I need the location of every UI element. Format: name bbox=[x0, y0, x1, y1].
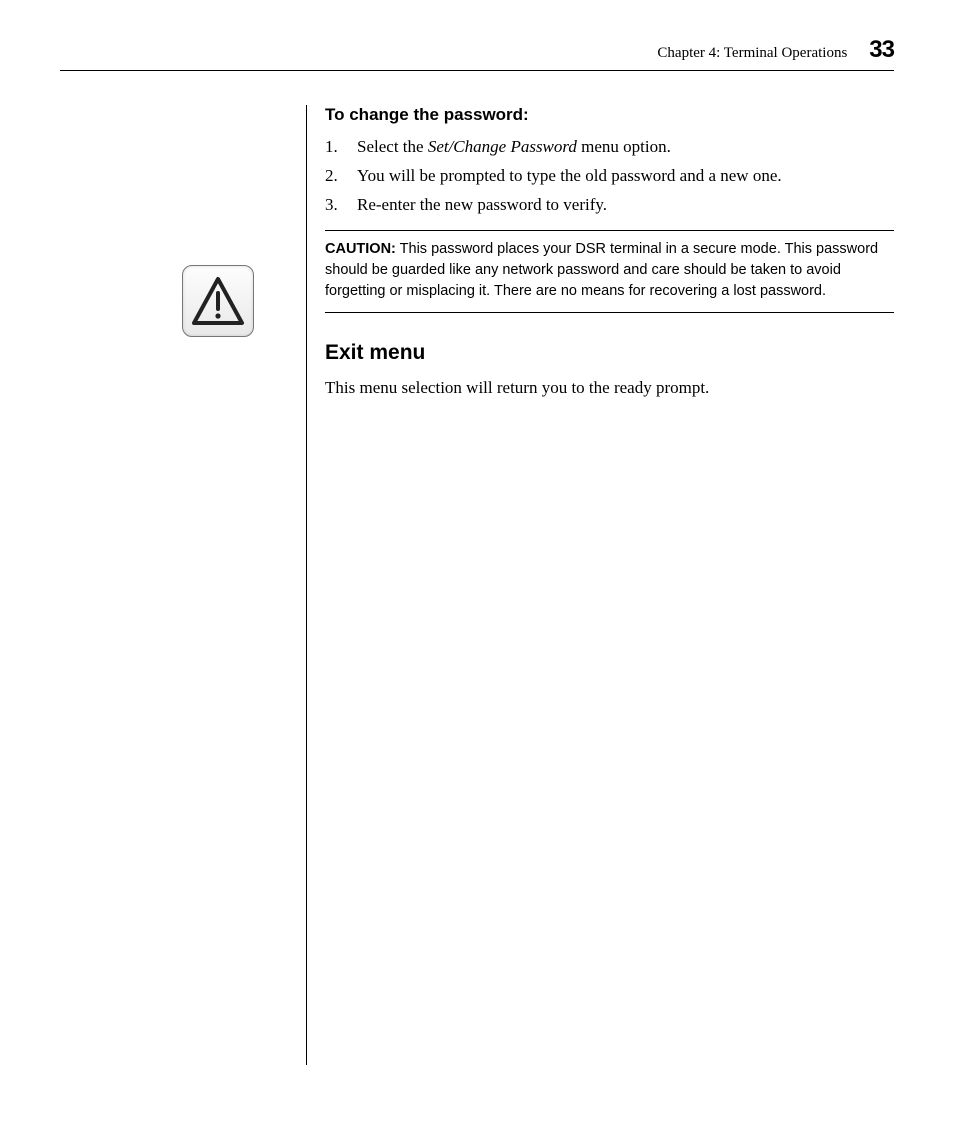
page-number: 33 bbox=[869, 36, 894, 64]
text-pre: You will be prompted to type the old pas… bbox=[357, 166, 782, 185]
list-text: Select the Set/Change Password menu opti… bbox=[357, 133, 894, 162]
list-text: Re-enter the new password to verify. bbox=[357, 191, 894, 220]
ordered-list-change-password: 1. Select the Set/Change Password menu o… bbox=[325, 133, 894, 220]
caution-text: This password places your DSR terminal i… bbox=[325, 241, 878, 299]
list-item: 1. Select the Set/Change Password menu o… bbox=[325, 133, 894, 162]
list-number: 2. bbox=[325, 162, 357, 191]
document-page: Chapter 4: Terminal Operations 33 To cha… bbox=[0, 0, 954, 1105]
list-number: 3. bbox=[325, 191, 357, 220]
chapter-label: Chapter 4: Terminal Operations bbox=[657, 45, 847, 62]
heading-exit-menu: Exit menu bbox=[325, 341, 894, 365]
caution-triangle-icon bbox=[182, 265, 254, 337]
list-number: 1. bbox=[325, 133, 357, 162]
text-pre: Select the bbox=[357, 137, 428, 156]
text-post: menu option. bbox=[577, 137, 671, 156]
list-item: 3. Re-enter the new password to verify. bbox=[325, 191, 894, 220]
list-text: You will be prompted to type the old pas… bbox=[357, 162, 894, 191]
text-pre: Re-enter the new password to verify. bbox=[357, 195, 607, 214]
section-title-change-password: To change the password: bbox=[325, 105, 894, 125]
caution-icon bbox=[182, 265, 254, 337]
paragraph-exit-menu: This menu selection will return you to t… bbox=[325, 375, 894, 401]
caution-box: CAUTION: This password places your DSR t… bbox=[325, 230, 894, 313]
caution-label: CAUTION: bbox=[325, 241, 396, 257]
page-header: Chapter 4: Terminal Operations 33 bbox=[60, 36, 894, 71]
list-item: 2. You will be prompted to type the old … bbox=[325, 162, 894, 191]
body-column: To change the password: 1. Select the Se… bbox=[306, 105, 894, 1065]
text-italic: Set/Change Password bbox=[428, 137, 577, 156]
